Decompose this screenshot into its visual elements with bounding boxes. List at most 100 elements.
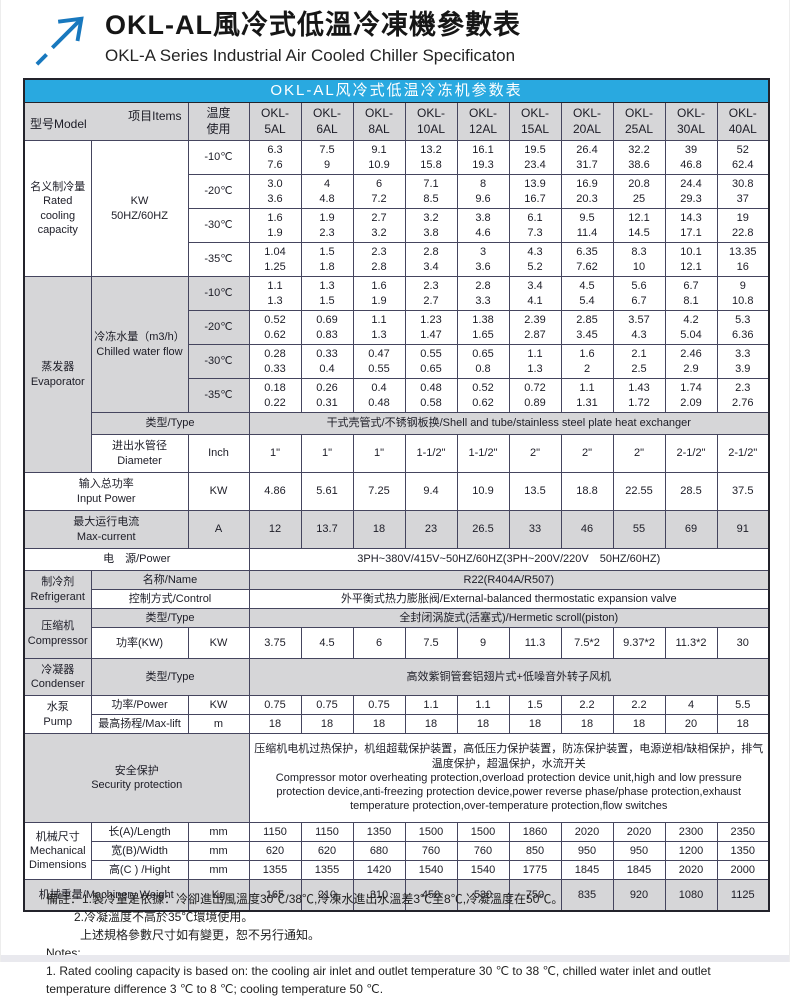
table-cell: 12 — [248, 510, 302, 549]
row-power-supply: 电 源/Power 3PH~380V/415V~50HZ/60HZ(3PH~20… — [23, 548, 770, 571]
table-cell: 1.43 1.72 — [612, 378, 666, 413]
table-cell: OKL- 40AL — [716, 102, 770, 141]
page-title: OKL-AL風冷式低溫冷凍機參數表 — [105, 10, 521, 40]
section-pump: 水泵 Pump — [23, 695, 92, 734]
table-cell: 4.5 5.4 — [560, 276, 614, 311]
table-cell: 28.5 — [664, 472, 718, 511]
row-input-power: 输入总功率 Input Power KW 4.86 5.61 7.25 9.4 10.9 1… — [23, 472, 770, 511]
table-cell: 620 — [300, 841, 354, 861]
table-cell: 310 — [352, 879, 406, 912]
table-cell: 0.75 — [352, 695, 406, 715]
table-cell: 835 — [560, 879, 614, 912]
table-cell: 18 — [456, 714, 510, 734]
table-cell: 8 9.6 — [456, 174, 510, 209]
table-cell: 0.72 0.89 — [508, 378, 562, 413]
row-security: 安全保护 Security protection 压缩机电机过热保护，机组超载保护… — [23, 733, 770, 823]
row-evap-minus10: 蒸发器 Evaporator 冷冻水量（m3/h） Chilled water fl… — [23, 276, 770, 473]
row-width: 宽(B)/Width mm 620 620 680 760 760 850 950 950 12… — [24, 841, 770, 861]
table-cell: 3.8 4.6 — [456, 208, 510, 243]
pump-lift-label: 最高扬程/Max-lift — [90, 714, 189, 734]
table-cell: 920 — [612, 879, 666, 912]
table-cell: 2300 — [664, 822, 718, 842]
input-power-label: 输入总功率 Input Power — [23, 472, 189, 511]
table-cell: 10.1 12.1 — [664, 242, 718, 277]
condenser-type-label: 类型/Type — [90, 658, 250, 696]
table-cell: 1.5 — [508, 695, 562, 715]
table-cell: 2350 — [716, 822, 770, 842]
spec-table: OKL-AL风冷式低温冷冻机参数表 型号Model 项目Items 温度 使用 O… — [23, 78, 771, 912]
weight-label: 机械重量/Machinery Weight — [23, 879, 189, 912]
column-header-row: 型号Model 项目Items 温度 使用 OKL- 5AL OKL- 6AL OKL- 8… — [23, 102, 770, 141]
table-cell: 4.86 — [248, 472, 302, 511]
power-supply-label: 电 源/Power — [23, 548, 250, 571]
table-cell: 9.5 11.4 — [560, 208, 614, 243]
table-cell: 18.8 — [560, 472, 614, 511]
table-cell: 1.1 1.31 — [560, 378, 614, 413]
table-cell: 2.3 2.8 — [352, 242, 406, 277]
refrigerant-name-value: R22(R404A/R507) — [248, 570, 770, 590]
temp-cell: -20℃ — [187, 310, 250, 345]
table-cell: 0.55 0.65 — [404, 344, 458, 379]
table-cell: 6.3 7.6 — [248, 140, 302, 175]
table-cell: 1845 — [560, 860, 614, 880]
row-cooling-minus20: -20℃ 3.0 3.6 4 4.8 6 7.2 7.1 8.5 8 9.6 13.9 16.7 16.… — [24, 174, 770, 209]
note-line: 1. Rated cooling capacity is based on: t… — [46, 964, 711, 996]
table-cell: 2.8 3.3 — [456, 276, 510, 311]
row-evap-minus30: -30℃ 0.28 0.33 0.33 0.4 0.47 0.55 0.55 0.65 0.65… — [24, 344, 770, 379]
power-supply-value: 3PH~380V/415V~50HZ/60HZ(3PH~200V/220V 50… — [248, 548, 770, 571]
table-cell: 5.6 6.7 — [612, 276, 666, 311]
table-cell: 620 — [248, 841, 302, 861]
table-cell: 680 — [352, 841, 406, 861]
pump-lift-unit: m — [187, 714, 250, 734]
table-cell: 11.3 — [508, 627, 562, 659]
table-cell: OKL- 12AL — [456, 102, 510, 141]
row-evap-minus35: -35℃ 0.18 0.22 0.26 0.31 0.4 0.48 0.48 0.58 0.52… — [24, 378, 770, 413]
table-cell: 2.2 — [612, 695, 666, 715]
table-cell: 13.5 — [508, 472, 562, 511]
notes-block: 備註：1.製冷量是依據：冷卻進出風溫度30℃/38℃,冷凍水進出水溫差3℃至8℃… — [46, 890, 756, 998]
table-cell: 52 62.4 — [716, 140, 770, 175]
table-cell: 91 — [716, 510, 770, 549]
row-max-current: 最大运行电流 Max-current A 12 13.7 18 23 26.5 33 46 55… — [23, 510, 770, 549]
table-cell: 1355 — [300, 860, 354, 880]
table-cell: 1.1 — [404, 695, 458, 715]
table-cell: 1" — [300, 434, 354, 473]
table-cell: 0.4 0.48 — [352, 378, 406, 413]
page-header: OKL-AL風冷式低溫冷凍機參數表 OKL-A Series Industria… — [31, 8, 521, 70]
section-dimensions: 机械尺寸 Mechanical Dimensions — [23, 822, 92, 880]
table-cell: 6.35 7.62 — [560, 242, 614, 277]
table-cell: 9.1 10.9 — [352, 140, 406, 175]
refrigerant-name-label: 名称/Name — [90, 570, 250, 590]
security-content: 压缩机电机过热保护，机组超载保护装置，高低压力保护装置，防冻保护装置，电源逆相/… — [248, 733, 770, 823]
table-cell: 1.5 1.8 — [300, 242, 354, 277]
table-cell: 1350 — [716, 841, 770, 861]
table-cell: 760 — [456, 841, 510, 861]
table-cell: 2020 — [612, 822, 666, 842]
table-cell: 2000 — [716, 860, 770, 880]
table-cell: 16.1 19.3 — [456, 140, 510, 175]
table-cell: 4.2 5.04 — [664, 310, 718, 345]
table-cell: OKL- 15AL — [508, 102, 562, 141]
temp-cell: -20℃ — [187, 174, 250, 209]
table-cell: 1540 — [456, 860, 510, 880]
table-cell: 18 — [612, 714, 666, 734]
page-subtitle: OKL-A Series Industrial Air Cooled Chill… — [105, 46, 516, 65]
table-cell: 1" — [352, 434, 406, 473]
temp-cell: -35℃ — [187, 378, 250, 413]
section-refrigerant: 制冷剂 Refrigerant — [23, 570, 92, 609]
height-unit: mm — [187, 860, 250, 880]
table-cell: 2.2 — [560, 695, 614, 715]
max-current-label: 最大运行电流 Max-current — [23, 510, 189, 549]
table-cell: 4.5 — [300, 627, 354, 659]
table-cell: 9.37*2 — [612, 627, 666, 659]
weight-unit: Kg — [187, 879, 250, 912]
row-diameter: 进出水管径 Diameter Inch 1" 1" 1" 1-1/2" 1-1/2" 2" 2… — [24, 434, 770, 473]
table-cell: 210 — [300, 879, 354, 912]
row-evap-minus20: -20℃ 0.52 0.62 0.69 0.83 1.1 1.3 1.23 1.47 1.38 1… — [24, 310, 770, 345]
table-cell: 13.9 16.7 — [508, 174, 562, 209]
diameter-unit: Inch — [187, 434, 250, 473]
row-pump-lift: 最高扬程/Max-lift m 18 18 18 18 18 18 18 18 20 18 — [24, 714, 770, 734]
length-label: 长(A)/Length — [90, 822, 189, 842]
max-current-unit: A — [187, 510, 250, 549]
temp-cell: -10℃ — [187, 140, 250, 175]
